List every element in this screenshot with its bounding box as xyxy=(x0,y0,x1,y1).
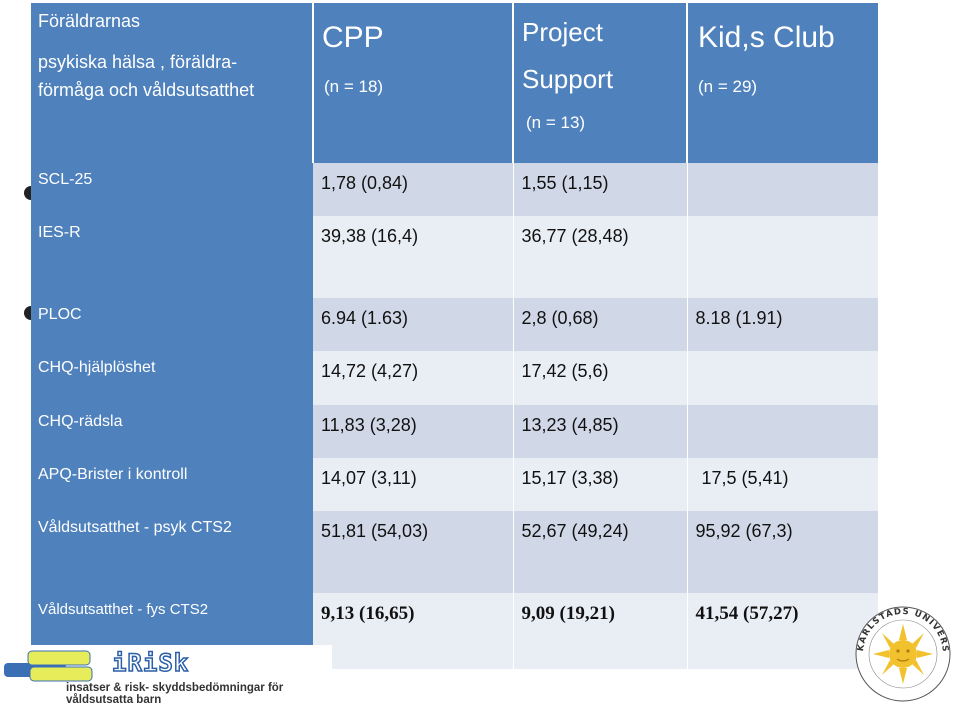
cell-kids xyxy=(687,405,879,458)
cell-kids xyxy=(687,216,879,298)
row-label: Våldsutsatthet - psyk CTS2 xyxy=(31,511,313,593)
university-seal-icon: KARLSTADS UNIVERSITET xyxy=(846,597,951,702)
cell-ps: 52,67 (49,24) xyxy=(513,511,688,593)
header-ps-n: (n = 13) xyxy=(526,113,586,132)
row-label: CHQ-hjälplöshet xyxy=(31,351,313,405)
irisk-logo: iRiSk insatser & risk- skyddsbedömningar… xyxy=(0,645,332,706)
header-kids-club: Kid,s Club (n = 29) xyxy=(687,3,878,163)
cell-ps: 13,23 (4,85) xyxy=(513,405,688,458)
row-label: IES-R xyxy=(31,216,313,298)
header-ps-title2: Support xyxy=(522,64,614,94)
header-kids-n: (n = 29) xyxy=(698,77,758,96)
cell-kids: 95,92 (67,3) xyxy=(687,511,879,593)
table-row: APQ-Brister i kontroll 14,07 (3,11) 15,1… xyxy=(31,458,879,511)
table-row: SCL-25 1,78 (0,84) 1,55 (1,15) xyxy=(31,163,879,216)
cell-ps: 17,42 (5,6) xyxy=(513,351,688,405)
table-row: CHQ-hjälplöshet 14,72 (4,27) 17,42 (5,6) xyxy=(31,351,879,405)
cell-kids xyxy=(687,351,879,405)
cell-ps: 1,55 (1,15) xyxy=(513,163,688,216)
cell-cpp: 11,83 (3,28) xyxy=(313,405,514,458)
header-label-line: förmåga och våldsutsatthet xyxy=(38,80,255,100)
header-cpp: CPP (n = 18) xyxy=(313,3,514,163)
row-label: PLOC xyxy=(31,298,313,351)
table-header-row: Föräldrarnas psykiska hälsa , föräldra- … xyxy=(31,3,878,163)
cell-kids: 41,54 (57,27) xyxy=(687,593,879,669)
header-label-cell: Föräldrarnas psykiska hälsa , föräldra- … xyxy=(31,3,314,163)
irisk-logo-shapes xyxy=(4,650,93,682)
row-label: SCL-25 xyxy=(31,163,313,216)
header-cpp-title: CPP xyxy=(322,21,384,54)
cell-cpp: 1,78 (0,84) xyxy=(313,163,514,216)
row-label: CHQ-rädsla xyxy=(31,405,313,458)
table-row: CHQ-rädsla 11,83 (3,28) 13,23 (4,85) xyxy=(31,405,879,458)
cell-cpp: 51,81 (54,03) xyxy=(313,511,514,593)
cell-cpp: 14,72 (4,27) xyxy=(313,351,514,405)
cell-cpp: 9,13 (16,65) xyxy=(313,593,514,669)
cell-cpp: 39,38 (16,4) xyxy=(313,216,514,298)
table-row: Våldsutsatthet - psyk CTS2 51,81 (54,03)… xyxy=(31,511,879,593)
header-kids-title: Kid,s Club xyxy=(698,21,835,54)
cell-ps: 2,8 (0,68) xyxy=(513,298,688,351)
header-cpp-n: (n = 18) xyxy=(324,77,384,96)
university-seal: KARLSTADS UNIVERSITET xyxy=(846,597,956,704)
header-ps-title1: Project xyxy=(522,17,603,47)
irisk-logo-name: iRiSk xyxy=(111,648,190,678)
irisk-tagline: insatser & risk- skyddsbedömningar för v… xyxy=(66,682,284,706)
header-label-line: psykiska hälsa , föräldra- xyxy=(38,52,238,72)
header-label-line: Föräldrarnas xyxy=(38,11,141,31)
cell-ps: 36,77 (28,48) xyxy=(513,216,688,298)
cell-kids: 17,5 (5,41) xyxy=(687,458,879,511)
cell-kids xyxy=(687,163,879,216)
header-project-support: Project Support (n = 13) xyxy=(513,3,688,163)
table-row: IES-R 39,38 (16,4) 36,77 (28,48) xyxy=(31,216,879,298)
cell-cpp: 6.94 (1.63) xyxy=(313,298,514,351)
cell-cpp: 14,07 (3,11) xyxy=(313,458,514,511)
cell-kids: 8.18 (1.91) xyxy=(687,298,879,351)
results-table: Föräldrarnas psykiska hälsa , föräldra- … xyxy=(31,3,879,669)
cell-ps: 9,09 (19,21) xyxy=(513,593,688,669)
row-label: APQ-Brister i kontroll xyxy=(31,458,313,511)
table-row: PLOC 6.94 (1.63) 2,8 (0,68) 8.18 (1.91) xyxy=(31,298,879,351)
cell-ps: 15,17 (3,38) xyxy=(513,458,688,511)
